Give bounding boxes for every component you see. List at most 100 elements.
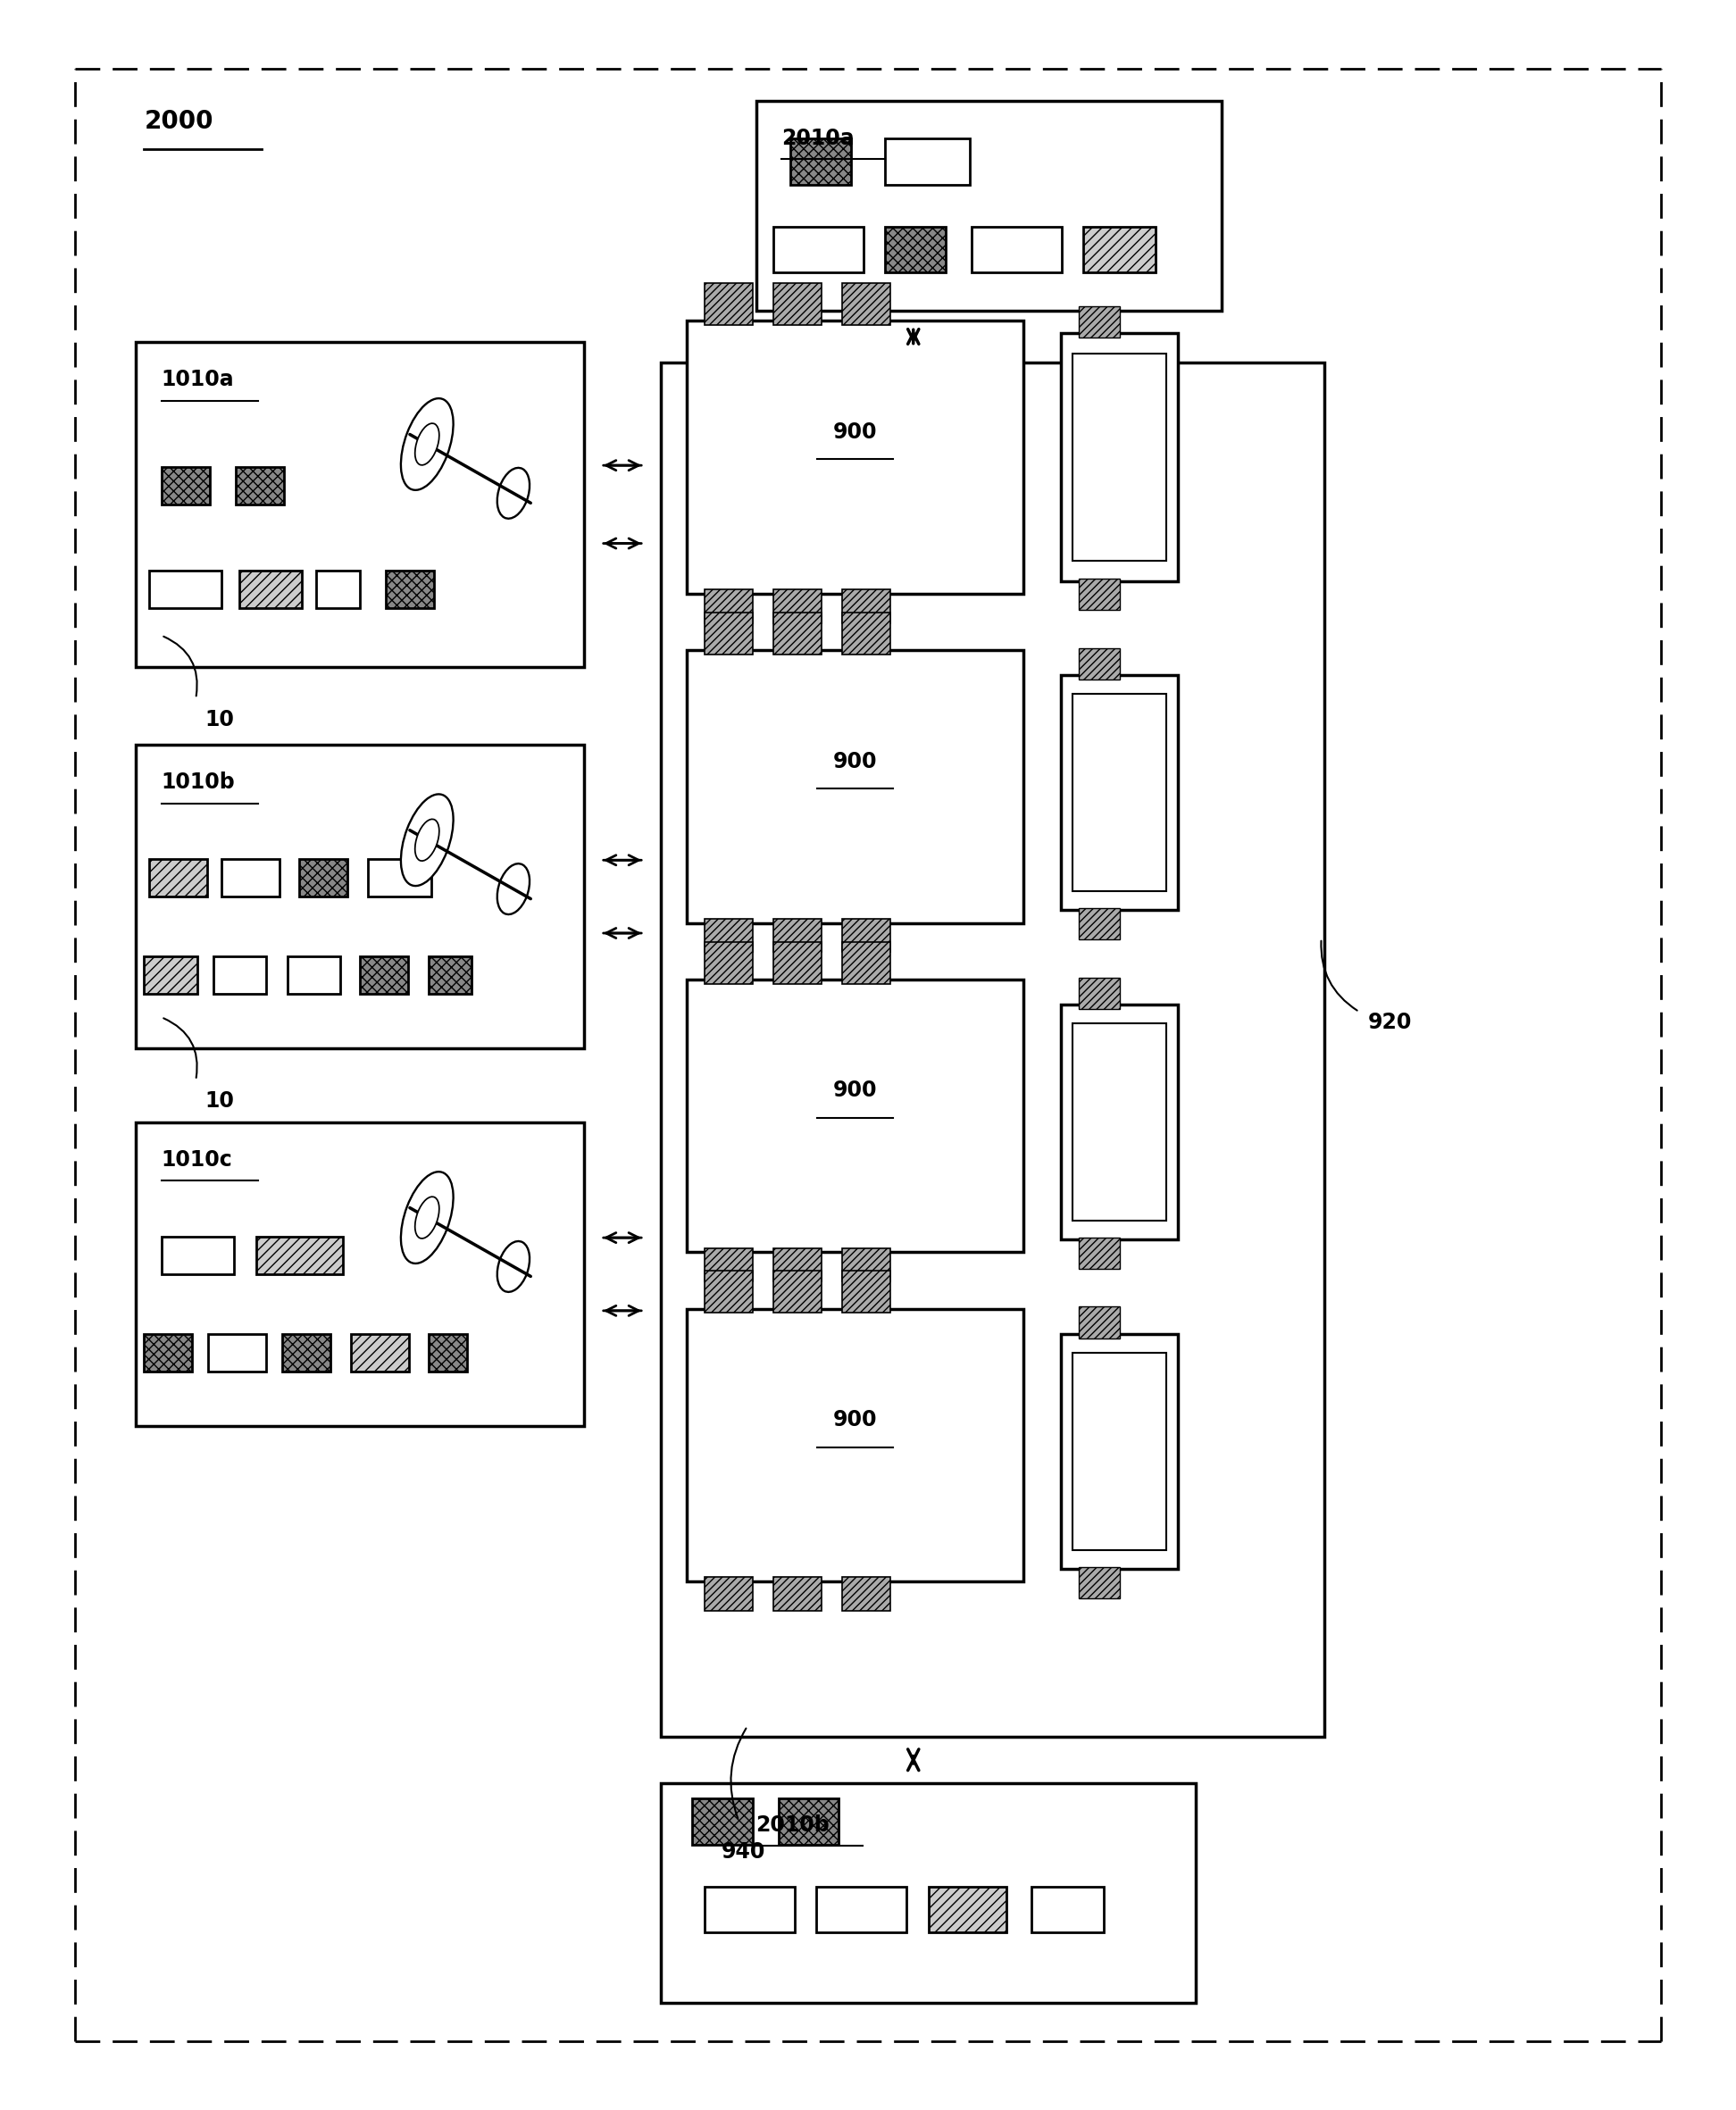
Bar — [773, 918, 821, 952]
Bar — [1073, 1023, 1167, 1222]
Bar — [1078, 977, 1120, 1009]
Bar — [687, 1308, 1023, 1582]
Bar — [1078, 1306, 1120, 1338]
Bar — [1073, 352, 1167, 561]
Bar — [842, 941, 891, 983]
Bar — [1078, 1236, 1120, 1268]
Text: 1010a: 1010a — [161, 369, 234, 390]
Bar — [144, 1334, 193, 1372]
Text: 10: 10 — [205, 1091, 234, 1112]
Text: 900: 900 — [833, 1080, 877, 1101]
Bar — [705, 1578, 752, 1610]
Bar — [687, 321, 1023, 593]
Ellipse shape — [415, 424, 439, 464]
Bar — [135, 1123, 583, 1426]
Text: 900: 900 — [833, 1409, 877, 1431]
Bar — [705, 283, 752, 325]
Bar — [299, 859, 347, 897]
Bar — [972, 226, 1062, 272]
Bar — [161, 466, 210, 504]
Bar — [842, 1578, 891, 1610]
Bar — [705, 612, 752, 654]
Bar — [135, 745, 583, 1049]
Bar — [929, 1886, 1007, 1933]
Bar — [214, 956, 266, 994]
Bar — [281, 1334, 330, 1372]
Bar — [773, 283, 821, 325]
Ellipse shape — [496, 1241, 529, 1291]
Bar — [773, 1270, 821, 1312]
Bar — [705, 1270, 752, 1312]
Ellipse shape — [401, 1171, 453, 1264]
Bar — [773, 226, 865, 272]
Ellipse shape — [415, 1196, 439, 1239]
Bar — [351, 1334, 410, 1372]
Bar — [368, 859, 431, 897]
Bar — [773, 612, 821, 654]
Bar — [1078, 648, 1120, 679]
Text: 920: 920 — [1368, 1011, 1411, 1034]
Bar — [842, 612, 891, 654]
Ellipse shape — [401, 399, 453, 490]
Text: 1010b: 1010b — [161, 772, 234, 793]
Bar — [773, 1247, 821, 1281]
Text: 1010c: 1010c — [161, 1150, 233, 1171]
Bar — [222, 859, 279, 897]
Text: 900: 900 — [833, 422, 877, 443]
Bar — [705, 1247, 752, 1281]
Bar — [385, 570, 434, 608]
Bar — [208, 1334, 266, 1372]
Bar — [687, 979, 1023, 1251]
Bar — [359, 956, 408, 994]
Bar — [842, 1270, 891, 1312]
Bar — [755, 101, 1222, 310]
Text: 2000: 2000 — [144, 110, 214, 135]
Bar — [149, 859, 207, 897]
Bar — [661, 1783, 1196, 2002]
Bar — [1061, 675, 1179, 909]
Bar — [135, 342, 583, 667]
Bar — [429, 956, 472, 994]
Bar — [1073, 1353, 1167, 1551]
Bar — [1073, 694, 1167, 890]
Bar — [1031, 1886, 1104, 1933]
Ellipse shape — [401, 793, 453, 886]
Ellipse shape — [415, 819, 439, 861]
Bar — [773, 1578, 821, 1610]
Bar — [842, 918, 891, 952]
Bar — [778, 1798, 838, 1844]
Ellipse shape — [496, 863, 529, 914]
Bar — [316, 570, 359, 608]
Text: 10: 10 — [205, 709, 234, 730]
Bar — [773, 589, 821, 622]
Bar — [240, 570, 302, 608]
Bar — [705, 589, 752, 622]
Bar — [161, 1236, 234, 1274]
Text: 2010a: 2010a — [781, 127, 854, 150]
Bar — [885, 226, 946, 272]
Bar — [705, 918, 752, 952]
Bar — [842, 1247, 891, 1281]
Bar — [1061, 1004, 1179, 1239]
Bar — [705, 941, 752, 983]
Bar — [687, 650, 1023, 922]
Bar — [429, 1334, 467, 1372]
Bar — [1078, 1568, 1120, 1597]
Text: 2010b: 2010b — [755, 1815, 830, 1836]
Bar — [885, 139, 970, 184]
Bar — [149, 570, 222, 608]
Bar — [236, 466, 283, 504]
Bar — [842, 589, 891, 622]
Bar — [1078, 578, 1120, 610]
Ellipse shape — [496, 468, 529, 519]
Bar — [842, 283, 891, 325]
Text: 900: 900 — [833, 751, 877, 772]
Bar — [286, 956, 340, 994]
Bar — [773, 941, 821, 983]
Bar — [816, 1886, 906, 1933]
Bar — [661, 363, 1325, 1737]
Bar — [693, 1798, 752, 1844]
Bar — [257, 1236, 344, 1274]
Bar — [144, 956, 198, 994]
Bar — [1061, 1334, 1179, 1570]
